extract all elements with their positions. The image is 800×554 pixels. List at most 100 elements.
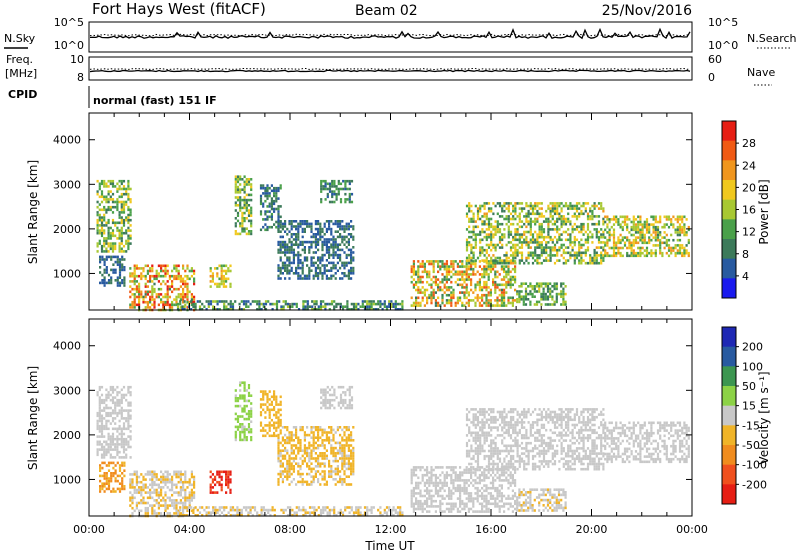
range-time-cell [179,501,182,505]
range-time-cell [560,202,563,205]
range-time-cell [293,302,296,306]
range-time-cell [343,225,346,228]
range-time-cell [652,223,655,226]
range-time-cell [547,246,550,249]
range-time-cell [103,409,106,412]
range-time-cell [593,222,596,226]
range-time-cell [111,388,115,392]
range-time-cell [166,506,169,510]
range-time-cell [512,217,515,221]
range-time-cell [571,207,574,210]
range-time-cell [573,207,576,210]
range-time-cell [105,281,108,285]
range-time-cell [343,452,346,455]
range-time-cell [498,304,501,307]
range-time-cell [522,298,525,301]
range-time-cell [509,270,512,274]
noise-sky-label: N.Sky [4,32,36,45]
range-time-cell [437,296,440,300]
range-time-cell [270,225,273,229]
range-time-cell [507,278,510,281]
range-time-cell [114,185,117,188]
range-time-cell [323,253,326,257]
range-time-cell [505,291,508,294]
range-time-cell [103,482,106,485]
range-time-cell [290,233,293,236]
range-time-cell [107,443,110,446]
range-time-cell [155,269,158,273]
range-time-cell [146,272,149,275]
range-time-cell [297,449,300,452]
range-time-cell [474,235,477,239]
freq-left-tick-top: 10 [70,53,84,66]
range-time-cell [558,204,561,208]
range-time-cell [103,218,106,222]
range-time-cell [595,235,598,239]
range-time-cell [144,506,147,510]
range-time-cell [149,504,152,507]
range-time-cell [129,211,132,214]
range-time-cell [350,472,353,476]
range-time-cell [556,248,559,252]
range-time-cell [600,235,603,239]
range-time-cell [626,238,629,242]
range-time-cell [118,237,121,240]
range-time-cell [140,290,143,294]
range-time-cell [281,457,284,460]
range-time-cell [133,287,136,291]
range-time-cell [288,264,291,267]
range-time-cell [343,230,346,233]
range-time-cell [162,295,165,299]
range-time-cell [236,196,240,199]
range-time-cell [245,508,248,512]
range-time-cell [415,273,418,276]
range-time-cell [111,391,115,394]
range-time-cell [412,278,415,281]
range-time-cell [162,303,165,307]
range-time-cell [549,220,552,223]
range-time-cell [186,274,189,278]
range-time-cell [179,295,182,299]
range-time-cell [334,222,337,226]
range-time-cell [459,278,462,281]
range-time-cell [103,440,106,444]
range-time-cell [133,298,136,301]
range-time-cell [339,266,342,270]
range-time-cell [182,293,185,296]
range-time-cell [341,454,344,458]
range-time-cell [589,230,592,234]
range-time-cell [151,509,154,513]
range-time-cell [109,231,112,235]
range-time-cell [467,304,470,307]
range-time-cell [470,280,473,284]
range-time-cell [545,248,548,252]
range-time-cell [551,241,554,244]
range-time-cell [345,253,348,257]
range-time-cell [157,478,160,481]
range-time-cell [286,449,289,452]
range-time-cell [639,220,642,224]
range-time-cell [220,486,223,489]
range-time-cell [454,280,457,284]
range-time-cell [239,394,242,397]
range-time-cell [133,280,136,283]
range-time-cell [336,256,339,259]
range-time-cell [166,287,169,291]
range-time-cell [652,231,655,234]
range-time-cell [472,260,475,263]
range-time-cell [352,472,355,476]
range-time-cell [218,480,221,484]
range-time-cell [584,230,587,234]
range-time-cell [514,254,517,257]
range-time-cell [481,230,484,234]
range-time-cell [332,248,335,252]
range-time-cell [105,211,108,214]
range-time-cell [485,267,488,271]
station-title: Fort Hays West (fitACF) [92,0,266,18]
range-time-cell [582,212,585,216]
range-time-cell [118,234,121,238]
range-time-cell [220,280,223,283]
range-time-cell [227,478,230,481]
range-time-cell [604,251,607,255]
range-time-cell [326,195,329,199]
